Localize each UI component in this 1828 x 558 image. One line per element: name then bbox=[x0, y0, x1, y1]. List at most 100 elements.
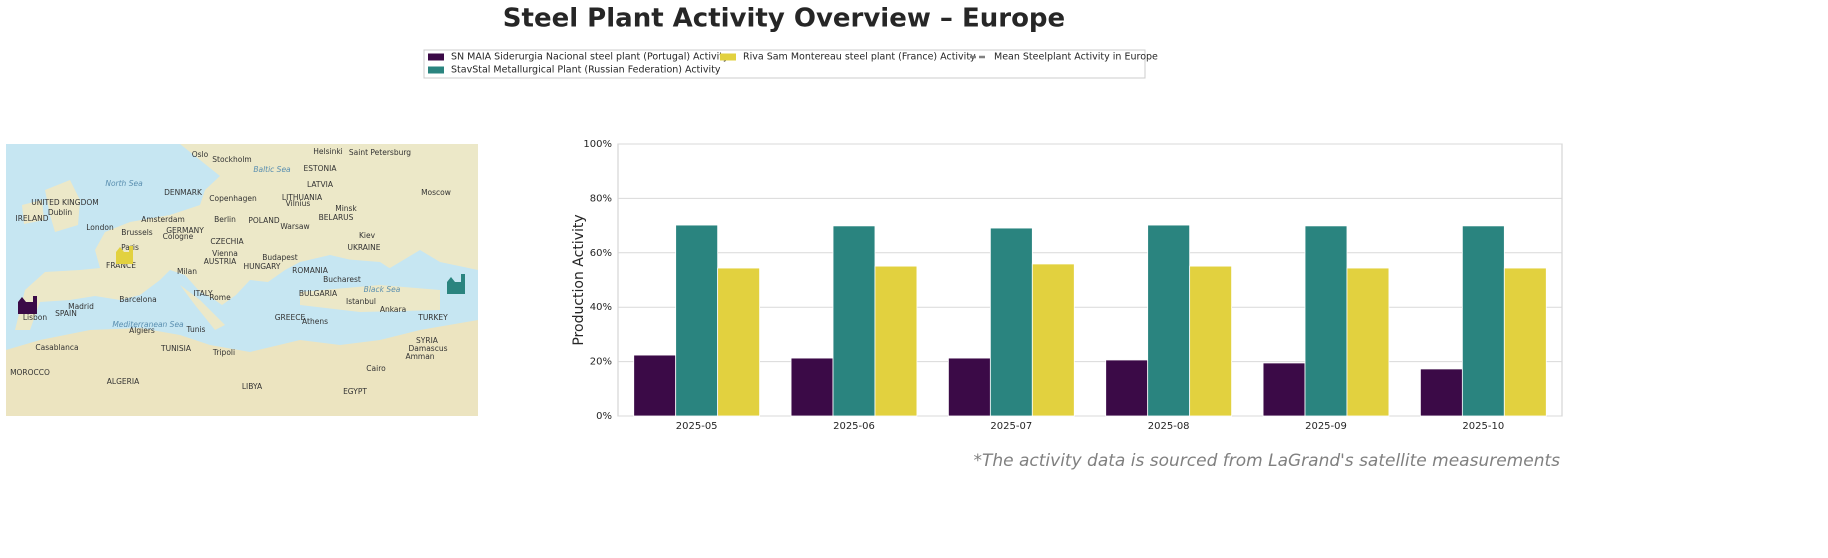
bar bbox=[675, 224, 719, 417]
bar bbox=[1420, 368, 1463, 417]
map-label: Madrid bbox=[68, 302, 94, 311]
bar bbox=[1147, 224, 1191, 417]
map-label: Helsinki bbox=[313, 147, 343, 156]
bar bbox=[1262, 362, 1306, 417]
legend-label: SN MAIA Siderurgia Nacional steel plant … bbox=[451, 52, 729, 63]
map-label: FRANCE bbox=[106, 261, 136, 270]
map-label: Lisbon bbox=[23, 313, 48, 322]
map-label: Dublin bbox=[48, 208, 72, 217]
map-label: Vilnius bbox=[286, 199, 311, 208]
map-label: Minsk bbox=[335, 204, 357, 213]
bar bbox=[1304, 225, 1348, 417]
map-label: UNITED KINGDOM bbox=[31, 198, 99, 207]
land bbox=[45, 180, 80, 232]
legend-swatch bbox=[428, 53, 444, 61]
map-label: Vienna bbox=[212, 249, 238, 258]
bar bbox=[1503, 267, 1547, 417]
map-label: SPAIN bbox=[55, 309, 77, 318]
map-label: Amsterdam bbox=[141, 215, 185, 224]
x-tick-label: 2025-09 bbox=[1305, 421, 1347, 432]
map-label: BELARUS bbox=[319, 213, 354, 222]
bar bbox=[989, 227, 1033, 417]
legend-label: StavStal Metallurgical Plant (Russian Fe… bbox=[451, 65, 721, 76]
bar bbox=[832, 225, 876, 417]
plant-icon bbox=[18, 296, 37, 314]
map-label: Tripoli bbox=[212, 348, 235, 357]
map-label: MOROCCO bbox=[10, 368, 50, 377]
map-label: Stockholm bbox=[212, 155, 252, 164]
map-label: CZECHIA bbox=[210, 237, 244, 246]
bar bbox=[633, 354, 677, 417]
y-tick-label: 60% bbox=[590, 248, 612, 259]
map-label: EGYPT bbox=[343, 387, 367, 396]
bar bbox=[1105, 359, 1149, 417]
bar bbox=[1346, 267, 1390, 417]
plant-icon bbox=[116, 246, 133, 264]
map-label: Athens bbox=[302, 317, 328, 326]
map-label: HUNGARY bbox=[244, 262, 281, 271]
bar bbox=[717, 267, 761, 417]
map-label: London bbox=[86, 223, 114, 232]
map-label: Damascus bbox=[409, 344, 448, 353]
legend-swatch bbox=[720, 53, 736, 61]
map-label: Saint Petersburg bbox=[349, 148, 411, 157]
x-tick-label: 2025-06 bbox=[833, 421, 875, 432]
bar bbox=[1189, 265, 1232, 417]
map-label: UKRAINE bbox=[347, 243, 380, 252]
land bbox=[22, 200, 44, 224]
map-label: Mediterranean Sea bbox=[112, 320, 184, 329]
land bbox=[15, 144, 478, 330]
y-tick-label: 80% bbox=[590, 193, 612, 204]
chart-title: Steel Plant Activity Overview – Europe bbox=[503, 4, 1065, 34]
map-label: Berlin bbox=[214, 215, 236, 224]
map-label: DENMARK bbox=[164, 188, 203, 197]
y-tick-label: 20% bbox=[590, 357, 612, 368]
map-label: BULGARIA bbox=[299, 289, 338, 298]
land bbox=[300, 285, 440, 312]
map-label: Cologne bbox=[163, 232, 194, 241]
map-label: GERMANY bbox=[166, 226, 204, 235]
bar bbox=[790, 357, 834, 417]
bar bbox=[874, 265, 918, 417]
map-label: TUNISIA bbox=[160, 344, 192, 353]
map-label: Milan bbox=[177, 267, 197, 276]
map-label: Bucharest bbox=[323, 275, 361, 284]
y-tick-label: 100% bbox=[583, 139, 612, 150]
map-label: Moscow bbox=[421, 188, 451, 197]
y-axis-label: Production Activity bbox=[571, 214, 587, 345]
x-tick-label: 2025-05 bbox=[676, 421, 718, 432]
map-label: Oslo bbox=[192, 150, 209, 159]
bar bbox=[948, 357, 991, 417]
map-label: Barcelona bbox=[119, 295, 156, 304]
map-label: Black Sea bbox=[364, 285, 401, 294]
map-label: Amman bbox=[405, 352, 434, 361]
map-label: GREECE bbox=[275, 313, 306, 322]
map-label: Brussels bbox=[121, 228, 152, 237]
map-label: North Sea bbox=[105, 179, 143, 188]
map-label: IRELAND bbox=[15, 214, 48, 223]
map-label: Baltic Sea bbox=[253, 165, 291, 174]
map-label: LIBYA bbox=[242, 382, 263, 391]
legend-label: Riva Sam Montereau steel plant (France) … bbox=[743, 52, 976, 63]
bar bbox=[1461, 225, 1505, 417]
map-label: Algiers bbox=[129, 326, 155, 335]
map-label: Tunis bbox=[186, 325, 206, 334]
y-tick-label: 0% bbox=[596, 411, 612, 422]
sea bbox=[330, 258, 400, 278]
map-label: Istanbul bbox=[346, 297, 376, 306]
map-label: Kiev bbox=[359, 231, 376, 240]
land bbox=[6, 320, 478, 416]
map-label: AUSTRIA bbox=[204, 257, 237, 266]
bar bbox=[1031, 263, 1075, 417]
y-tick-label: 40% bbox=[590, 302, 612, 313]
footnote: *The activity data is sourced from LaGra… bbox=[973, 451, 1560, 471]
x-tick-label: 2025-07 bbox=[990, 421, 1032, 432]
map-label: LITHUANIA bbox=[282, 193, 323, 202]
legend-box bbox=[423, 49, 1146, 79]
map-label: Budapest bbox=[262, 253, 298, 262]
map-label: SYRIA bbox=[416, 336, 439, 345]
x-tick-label: 2025-10 bbox=[1462, 421, 1504, 432]
map-label: ROMANIA bbox=[292, 266, 329, 275]
